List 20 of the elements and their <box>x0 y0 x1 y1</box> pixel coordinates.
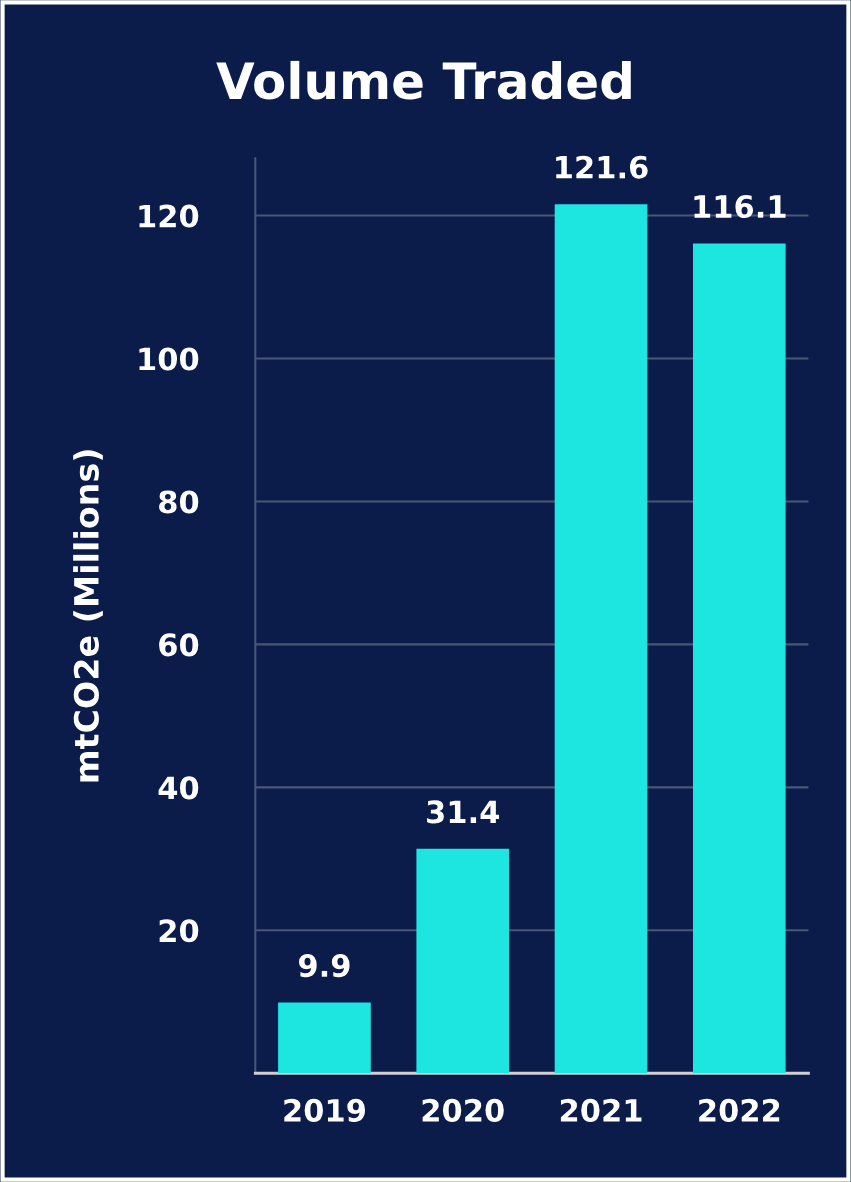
y-tick-label: 60 <box>159 633 199 657</box>
y-tick-label: 80 <box>159 490 199 514</box>
bar <box>554 204 648 1074</box>
y-tick-label: 20 <box>159 919 199 943</box>
bar <box>692 243 786 1074</box>
bar <box>278 1002 371 1074</box>
data-label: 9.9 <box>298 954 350 978</box>
y-axis-title: mtCO2e (Millions) <box>73 450 103 782</box>
data-label: 31.4 <box>427 800 500 824</box>
x-tick-label: 2019 <box>284 1098 366 1122</box>
x-tick-label: 2020 <box>422 1098 504 1122</box>
bar <box>416 848 510 1074</box>
data-label: 121.6 <box>556 155 648 179</box>
data-label: 116.1 <box>694 194 786 219</box>
chart-title: Volume Traded <box>216 60 631 100</box>
x-tick-label: 2022 <box>699 1098 780 1122</box>
y-tick-label: 40 <box>158 776 199 800</box>
y-tick-label: 100 <box>139 347 199 371</box>
x-tick-label: 2021 <box>560 1098 642 1122</box>
y-tick-label: 120 <box>139 204 199 228</box>
